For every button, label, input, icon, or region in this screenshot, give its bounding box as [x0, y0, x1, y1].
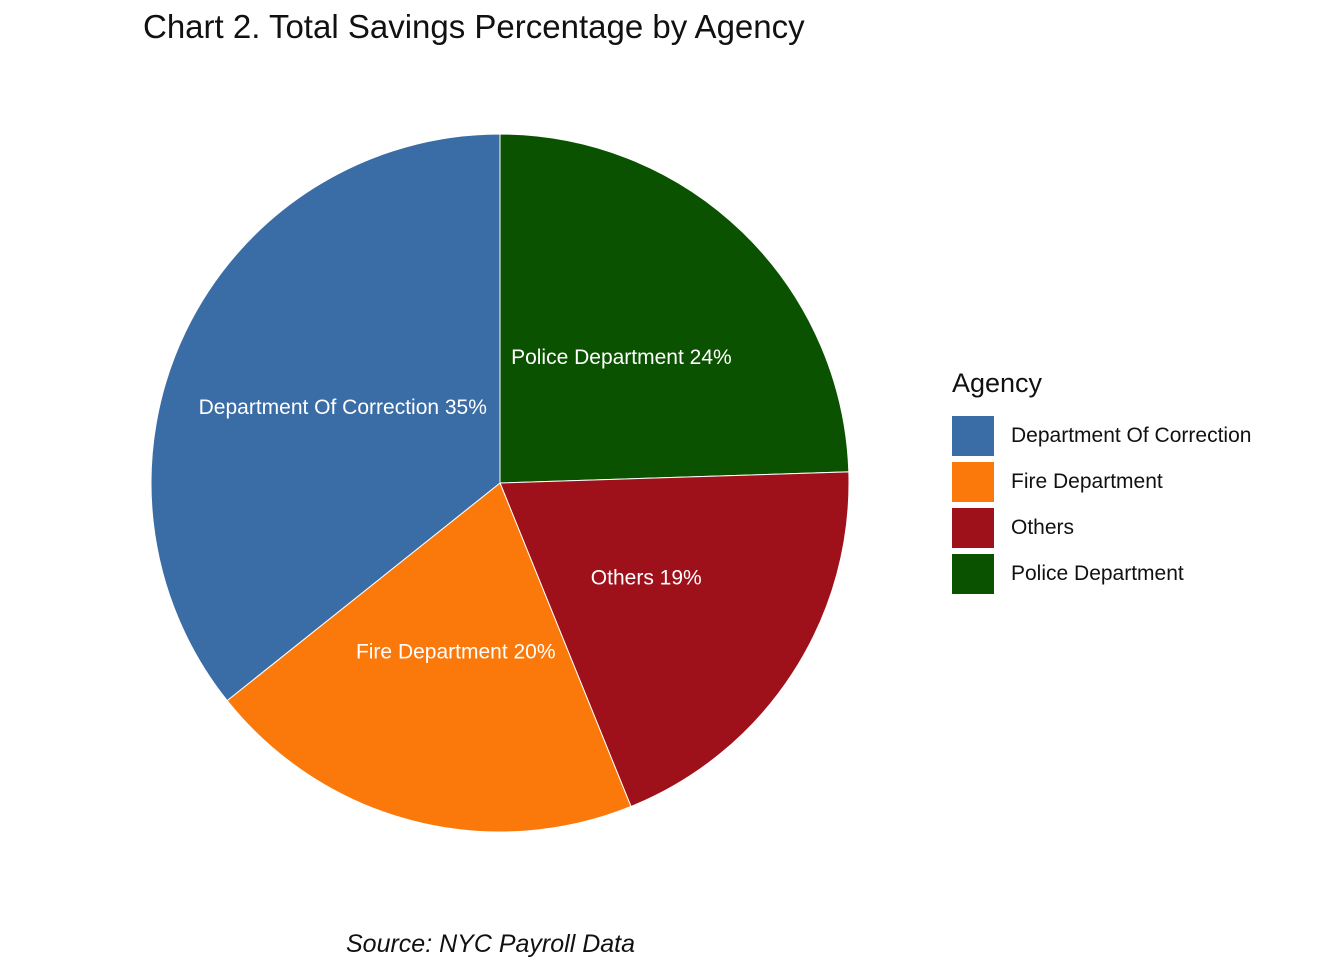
pie-slice-department-of-correction: [150, 133, 501, 702]
legend-swatch: [952, 416, 994, 456]
legend-items: Department Of Correction Fire Department O…: [952, 413, 1251, 597]
legend-label: Department Of Correction: [1011, 424, 1252, 447]
legend-label: Police Department: [1011, 562, 1184, 585]
slice-label: Police Department 24%: [511, 346, 732, 369]
legend-swatch: [952, 508, 994, 548]
legend-label: Others: [1011, 516, 1075, 539]
source-caption: Source: NYC Payroll Data: [346, 930, 636, 958]
pie-slice-police-department: [499, 133, 850, 484]
pie-chart: Police Department 24% Others 19% Fire Depa…: [150, 133, 850, 833]
legend-item: Fire Department: [952, 459, 1251, 505]
legend-item: Police Department: [952, 551, 1251, 597]
pie-slice-others: [499, 471, 850, 808]
slice-label: Others 19%: [591, 567, 702, 590]
slice-label: Fire Department 20%: [356, 640, 556, 663]
pie-slice-fire-department: [226, 482, 632, 833]
legend: Agency Department Of Correction Fire Depa…: [952, 368, 1251, 597]
legend-item: Department Of Correction: [952, 413, 1251, 459]
legend-item: Others: [952, 505, 1251, 551]
slice-label: Department Of Correction 35%: [199, 396, 487, 419]
legend-swatch: [952, 554, 994, 594]
pie-slice-labels: Police Department 24% Others 19% Fire Depa…: [199, 346, 732, 663]
pie-slices: [150, 133, 850, 833]
legend-label: Fire Department: [1011, 470, 1163, 493]
legend-swatch: [952, 462, 994, 502]
legend-title: Agency: [952, 368, 1043, 398]
chart-title: Chart 2. Total Savings Percentage by Age…: [143, 8, 805, 45]
